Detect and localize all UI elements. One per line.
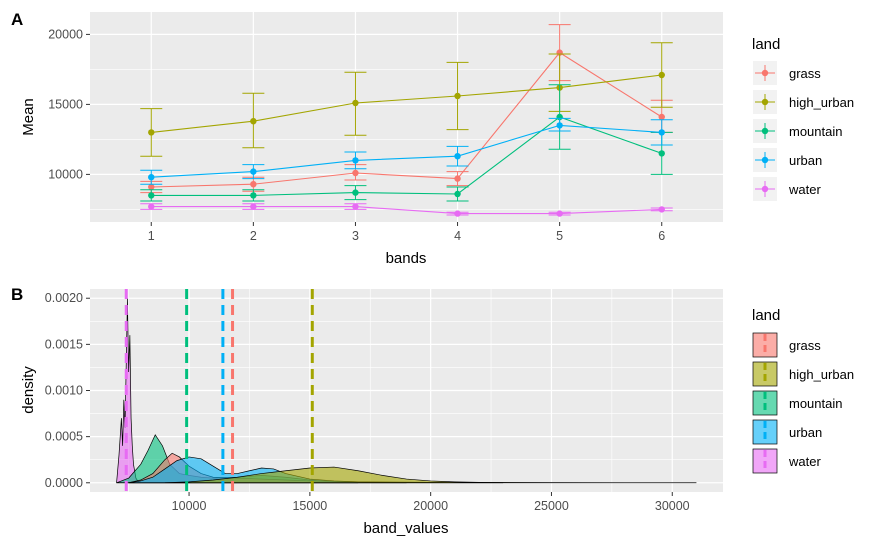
legend-label-high_urban: high_urban (789, 367, 854, 382)
series-line-grass (151, 51, 663, 188)
data-point-grass (352, 169, 359, 177)
legend-key-point-water (761, 185, 769, 193)
x-tick-label: 25000 (534, 499, 569, 513)
data-point-high_urban (658, 71, 665, 79)
y-tick-label: 0.0000 (45, 476, 83, 490)
grid-b (90, 289, 723, 492)
panel-tag-b: B (11, 285, 23, 304)
x-axis-title-b: band_values (363, 520, 448, 537)
data-point-water (148, 203, 155, 210)
marks-b (116, 298, 697, 484)
legend-label-urban: urban (789, 425, 822, 440)
x-tick-label: 15000 (292, 499, 327, 513)
legend-label-grass: grass (789, 338, 821, 353)
data-point-mountain (454, 190, 461, 198)
data-point-water (250, 203, 257, 210)
data-point-mountain (250, 192, 257, 199)
data-point-grass (658, 113, 665, 121)
legend-label-mountain: mountain (789, 396, 842, 411)
legend-label-water: water (788, 454, 821, 469)
legend-a: land grass high_urban mountain urban water (752, 36, 854, 201)
data-point-water (352, 203, 359, 210)
x-axis-b: 10000 15000 20000 25000 30000 (172, 492, 690, 513)
data-point-urban (454, 153, 461, 160)
data-point-high_urban (250, 118, 257, 125)
x-tick-label: 4 (454, 229, 461, 243)
data-point-urban (352, 157, 359, 164)
legend-label-mountain: mountain (789, 124, 842, 139)
x-tick-label: 5 (556, 229, 563, 243)
legend-b: land grass high_urban mountain urban water (752, 307, 854, 474)
legend-key-point-urban (761, 156, 769, 164)
series-line-water (151, 206, 662, 215)
y-axis-title-b: density (20, 366, 37, 414)
data-point-grass (250, 181, 257, 188)
data-point-water (454, 210, 461, 217)
legend-label-grass: grass (789, 66, 821, 81)
series-line-urban (151, 124, 662, 178)
legend-label-water: water (788, 182, 821, 197)
series-urban (140, 117, 673, 185)
y-tick-label: 15000 (48, 97, 83, 111)
data-point-high_urban (148, 129, 155, 136)
x-axis-a: 1 2 3 4 5 6 (148, 222, 665, 243)
legend-label-high_urban: high_urban (789, 95, 854, 110)
y-tick-label: 10000 (48, 167, 83, 181)
y-axis-title-a: Mean (20, 98, 37, 136)
series-line-mountain (151, 116, 662, 196)
panel-a: A 1 2 3 4 5 6 10000 15000 20000 bands Mean land… (11, 10, 854, 267)
legend-title-a: land (752, 36, 780, 53)
y-tick-label: 0.0015 (45, 337, 83, 351)
data-point-high_urban (454, 92, 461, 100)
y-axis-a: 10000 15000 20000 (48, 27, 90, 181)
data-point-water (556, 210, 563, 217)
data-point-high_urban (352, 99, 359, 107)
legend-key-point-high_urban (761, 98, 769, 106)
series-line-high_urban (151, 74, 662, 133)
legend-key-point-mountain (761, 127, 769, 135)
density-area-high_urban (164, 466, 697, 484)
x-tick-label: 20000 (413, 499, 448, 513)
series-high_urban (140, 42, 673, 157)
legend-key-point-grass (761, 69, 769, 77)
x-tick-label: 3 (352, 229, 359, 243)
data-point-grass (454, 175, 461, 182)
legend-label-urban: urban (789, 153, 822, 168)
y-tick-label: 0.0010 (45, 384, 83, 398)
x-tick-label: 1 (148, 229, 155, 243)
mean-lines-b (124, 289, 314, 492)
y-tick-label: 0.0020 (45, 291, 83, 305)
y-tick-label: 0.0005 (45, 430, 83, 444)
data-point-mountain (658, 150, 665, 157)
x-tick-label: 10000 (172, 499, 207, 513)
data-point-water (658, 206, 665, 213)
panel-b: B 10000 15000 20000 25000 30000 0.0000 0.0005… (11, 285, 854, 537)
x-tick-label: 2 (250, 229, 257, 243)
data-point-mountain (148, 192, 155, 199)
x-tick-label: 6 (658, 229, 665, 243)
data-point-mountain (352, 189, 359, 196)
data-point-urban (556, 122, 563, 129)
data-point-urban (658, 129, 665, 136)
data-point-urban (250, 168, 257, 175)
panel-tag-a: A (11, 10, 23, 29)
y-tick-label: 20000 (48, 27, 83, 41)
series-water (140, 203, 673, 217)
legend-title-b: land (752, 307, 780, 324)
data-point-urban (148, 174, 155, 181)
x-tick-label: 30000 (655, 499, 690, 513)
x-axis-title-a: bands (386, 250, 427, 267)
y-axis-b: 0.0000 0.0005 0.0010 0.0015 0.0020 (45, 291, 90, 490)
data-point-grass (148, 183, 155, 191)
marks-a (140, 24, 673, 217)
plot-panel-a (90, 12, 723, 222)
